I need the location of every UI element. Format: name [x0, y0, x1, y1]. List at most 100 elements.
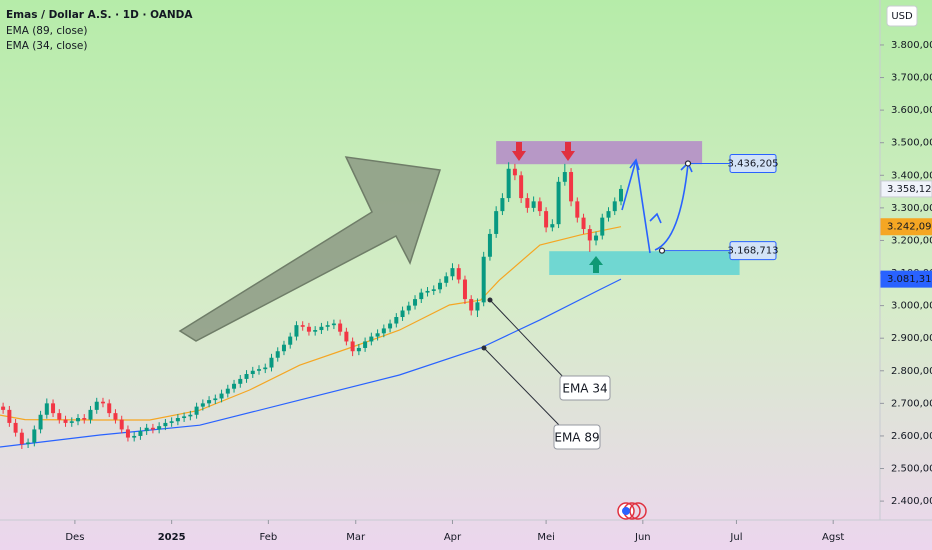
x-tick-label: Jun — [634, 532, 651, 543]
callout-line — [483, 347, 561, 427]
candle-body — [132, 435, 137, 438]
up-arrow — [589, 256, 603, 273]
candle-body — [94, 401, 99, 410]
candle-body — [119, 419, 124, 430]
candle-body — [394, 317, 399, 324]
price-tag — [880, 180, 932, 198]
candle-body — [500, 198, 505, 212]
price-tags: 3.358,125 3.242,098 3.081,315 — [880, 180, 932, 288]
candle-body — [44, 403, 49, 415]
candle-body — [219, 393, 224, 399]
candle-body — [69, 421, 74, 423]
candles — [1, 162, 623, 449]
ema-line — [0, 226, 622, 421]
candle-body — [57, 413, 62, 420]
y-tick-label: 3.500,000 — [891, 138, 932, 149]
candle-body — [519, 175, 524, 199]
candle-body — [487, 233, 492, 257]
candle-body — [213, 398, 218, 401]
candle-body — [7, 409, 12, 423]
candle-body — [288, 336, 293, 345]
candle-body — [157, 426, 162, 430]
x-tick-label: 2025 — [158, 532, 186, 543]
candle-body — [562, 172, 567, 182]
y-tick-label: 3.600,000 — [891, 105, 932, 116]
zone — [496, 141, 703, 165]
candle-body — [375, 333, 380, 337]
candle-body — [275, 351, 280, 358]
legend-entry: EMA (89, close) — [6, 25, 88, 37]
candle-body — [169, 421, 174, 423]
candle-body — [612, 201, 617, 212]
candle-body — [26, 442, 31, 445]
callout-box — [553, 424, 601, 450]
currency-box[interactable] — [886, 5, 918, 27]
candle-body — [462, 279, 467, 300]
level-box — [729, 241, 777, 261]
candle-body — [456, 268, 461, 280]
candle-body — [444, 276, 449, 283]
candle-body — [13, 422, 18, 433]
candle-body — [225, 388, 230, 394]
level-box — [729, 153, 777, 173]
ema-lines — [0, 226, 622, 448]
ticks: 2.400,000 2.500,000 2.600,000 2.700,000 2.80… — [65, 40, 932, 543]
candle-body — [425, 290, 430, 293]
candle-body — [350, 341, 355, 352]
candle-body — [63, 419, 68, 423]
candle-body — [82, 418, 87, 420]
price-tag — [880, 218, 932, 236]
candle-body — [175, 418, 180, 422]
candle-body — [51, 403, 56, 414]
y-tick-label: 2.900,000 — [891, 333, 932, 344]
down-arrow — [561, 142, 575, 161]
candle-body — [1, 406, 6, 410]
candle-body — [594, 235, 599, 241]
candle-body — [431, 289, 436, 291]
candle-body — [569, 172, 574, 202]
candle-body — [381, 328, 386, 334]
candle-body — [469, 299, 474, 311]
candle-body — [413, 299, 418, 306]
candle-body — [344, 331, 349, 342]
candle-body — [356, 347, 361, 352]
candle-body — [269, 357, 274, 368]
candle-body — [544, 211, 549, 228]
price-tag-label: 3.081,315 — [887, 274, 932, 285]
candle-body — [76, 418, 81, 422]
x-tick-label: Mar — [346, 532, 366, 543]
candle-body — [232, 383, 237, 389]
candle-body — [319, 326, 324, 331]
price-tag-label: 3.242,098 — [887, 222, 932, 233]
y-tick-label: 3.000,000 — [891, 301, 932, 312]
candle-body — [107, 403, 112, 414]
level-dot — [658, 247, 666, 254]
candle-body — [257, 369, 262, 371]
x-tick-label: Feb — [260, 532, 278, 543]
candle-body — [244, 374, 249, 379]
logo — [617, 502, 647, 520]
y-tick-label: 2.700,000 — [891, 398, 932, 409]
candle-body — [281, 344, 286, 352]
candle-body — [494, 211, 499, 234]
candle-body — [38, 414, 43, 430]
candle-body — [32, 429, 37, 443]
candle-body — [182, 416, 187, 419]
candle-body — [263, 367, 268, 370]
level-label: 3.436,205 — [728, 158, 779, 169]
candle-body — [207, 400, 212, 404]
y-tick-label: 2.400,000 — [891, 496, 932, 507]
candle-body — [537, 201, 542, 212]
candle-body — [144, 427, 149, 432]
candle-body — [406, 305, 411, 311]
candle-body — [313, 330, 318, 332]
projection-arrowhead — [629, 158, 640, 171]
price-tag-label: 3.358,125 — [887, 184, 932, 195]
candle-body — [100, 401, 105, 404]
x-tick-label: Des — [65, 532, 84, 543]
candle-body — [400, 310, 405, 318]
candle-body — [238, 378, 243, 384]
candle-body — [587, 229, 592, 241]
y-tick-label: 3.700,000 — [891, 73, 932, 84]
